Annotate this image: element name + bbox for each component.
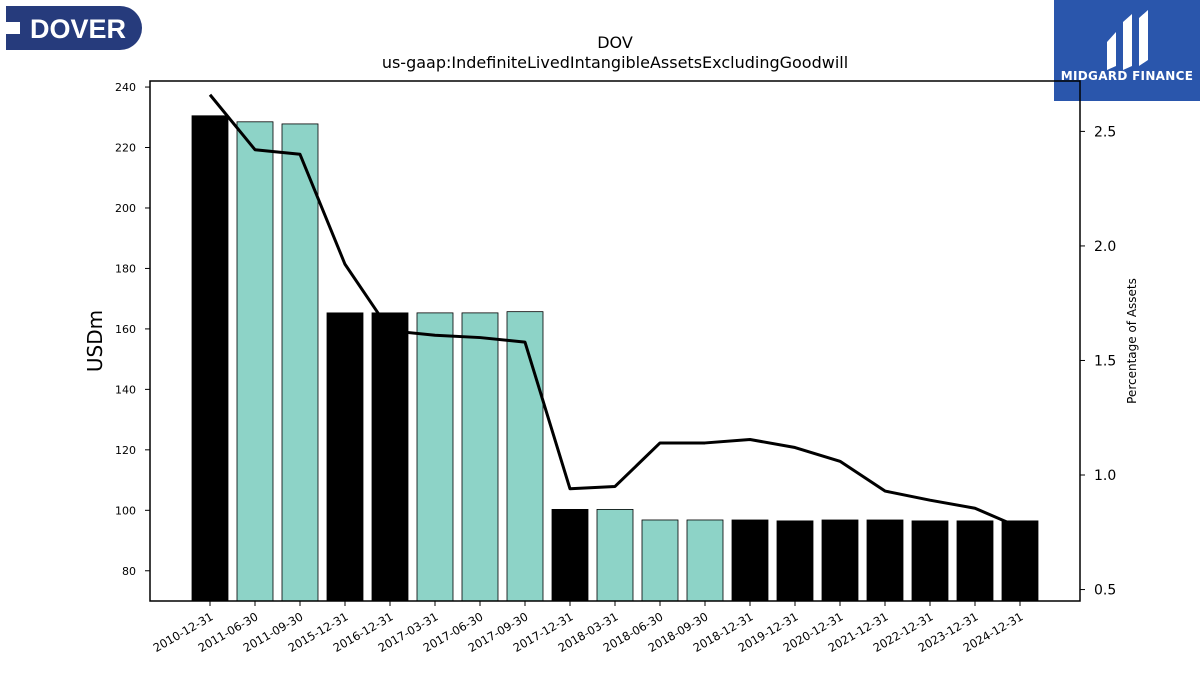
line-group xyxy=(208,93,1021,530)
bar xyxy=(371,312,409,602)
bar xyxy=(326,312,364,602)
bar xyxy=(236,121,274,602)
y-tick-label: 140 xyxy=(115,383,136,396)
y-tick-label: 220 xyxy=(115,142,136,155)
y2-tick-label: 1.0 xyxy=(1094,468,1116,484)
chart-subtitle: us-gaap:IndefiniteLivedIntangibleAssetsE… xyxy=(382,53,848,72)
bar xyxy=(281,123,319,602)
bar xyxy=(821,519,859,602)
bar xyxy=(686,519,724,602)
y-tick-label: 80 xyxy=(122,565,136,578)
midgard-logo-text: MIDGARD FINANCE xyxy=(1060,69,1194,83)
bar xyxy=(416,312,454,602)
y-tick-label: 120 xyxy=(115,444,136,457)
y-tick-label: 200 xyxy=(115,202,136,215)
dover-logo-text: DOVER xyxy=(30,14,126,44)
y-axis: 80 100 120 140 160 180 200 220 240 xyxy=(115,81,150,578)
y2-axis-label: Percentage of Assets xyxy=(1125,278,1139,404)
y2-tick-label: 2.5 xyxy=(1094,124,1116,140)
y2-tick-label: 2.0 xyxy=(1094,239,1116,255)
dover-logo-notch xyxy=(6,22,20,34)
bar xyxy=(506,311,544,602)
y-axis-label: USDm xyxy=(83,310,107,372)
bar xyxy=(461,312,499,602)
bar xyxy=(191,115,229,602)
midgard-logo-icon xyxy=(1107,10,1148,70)
dover-logo-icon: DOVER xyxy=(6,6,142,50)
y2-tick-label: 1.5 xyxy=(1094,353,1116,369)
series-line xyxy=(208,93,1021,530)
y2-tick-label: 0.5 xyxy=(1094,583,1116,599)
bar xyxy=(1001,520,1039,602)
x-axis: 2010-12-312011-06-302011-09-302015-12-31… xyxy=(151,601,1026,655)
bar xyxy=(776,520,814,602)
bars-group xyxy=(191,115,1039,602)
y2-axis: 0.5 1.0 1.5 2.0 2.5 xyxy=(1080,124,1116,599)
chart-title: DOV xyxy=(597,33,633,52)
dover-logo-badge xyxy=(6,6,142,50)
bar xyxy=(956,520,994,602)
bar xyxy=(596,508,634,602)
y-tick-label: 240 xyxy=(115,81,136,94)
midgard-logo: MIDGARD FINANCE xyxy=(1054,0,1200,101)
bar xyxy=(641,519,679,602)
y-tick-label: 160 xyxy=(115,323,136,336)
bar xyxy=(731,519,769,602)
y-tick-label: 100 xyxy=(115,504,136,517)
bar xyxy=(866,519,904,602)
bar xyxy=(551,508,589,602)
y-tick-label: 180 xyxy=(115,262,136,275)
bar xyxy=(911,520,949,602)
